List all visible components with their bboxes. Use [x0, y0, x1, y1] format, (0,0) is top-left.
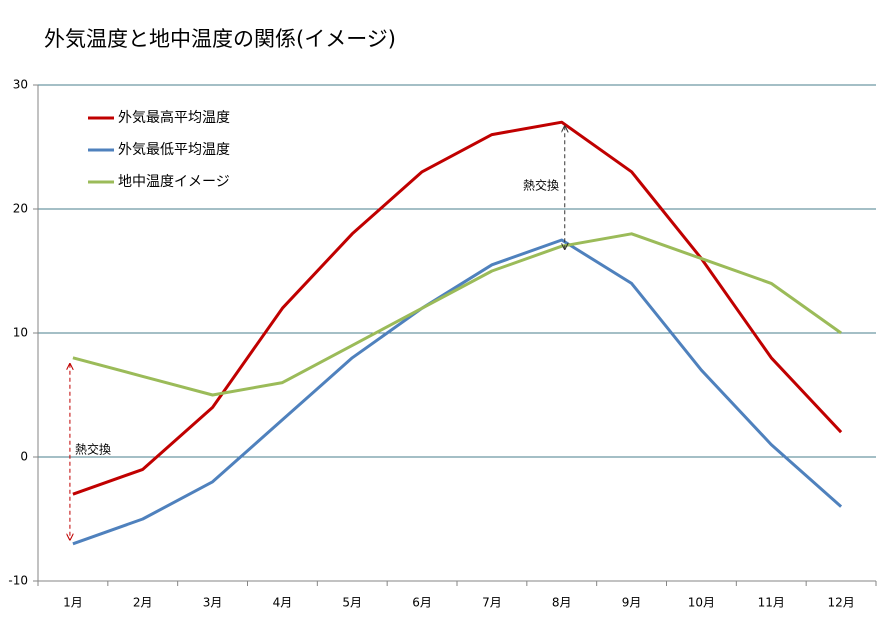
x-tick-label: 12月 — [827, 596, 854, 610]
legend-label: 地中温度イメージ — [118, 174, 230, 190]
legend-label: 外気最低平均温度 — [118, 142, 230, 158]
legend-label: 外気最高平均温度 — [118, 109, 230, 126]
y-tick-label: 0 — [20, 450, 28, 464]
x-tick-label: 4月 — [273, 596, 293, 610]
x-tick-label: 5月 — [342, 596, 362, 610]
x-tick-label: 9月 — [622, 596, 642, 610]
series-line — [72, 232, 842, 397]
annotation: 熱交換 — [523, 178, 559, 193]
series-line — [72, 238, 843, 546]
x-tick-label: 8月 — [552, 596, 572, 610]
x-tick-label: 7月 — [482, 596, 502, 610]
x-tick-label: 3月 — [203, 596, 223, 610]
y-tick-label: 20 — [13, 202, 28, 216]
x-tick-label: 11月 — [758, 596, 785, 610]
y-tick-label: 30 — [13, 78, 28, 92]
y-tick-label: 10 — [13, 326, 28, 340]
chart-title: 外気温度と地中温度の関係(イメージ) — [44, 27, 396, 51]
series-line — [72, 120, 843, 496]
x-tick-label: 10月 — [688, 596, 715, 610]
x-tick-label: 2月 — [133, 596, 153, 610]
y-tick-label: -10 — [8, 574, 28, 588]
x-tick-label: 6月 — [412, 596, 432, 610]
annotation: 熱交換 — [75, 442, 111, 457]
x-tick-label: 1月 — [63, 596, 83, 610]
